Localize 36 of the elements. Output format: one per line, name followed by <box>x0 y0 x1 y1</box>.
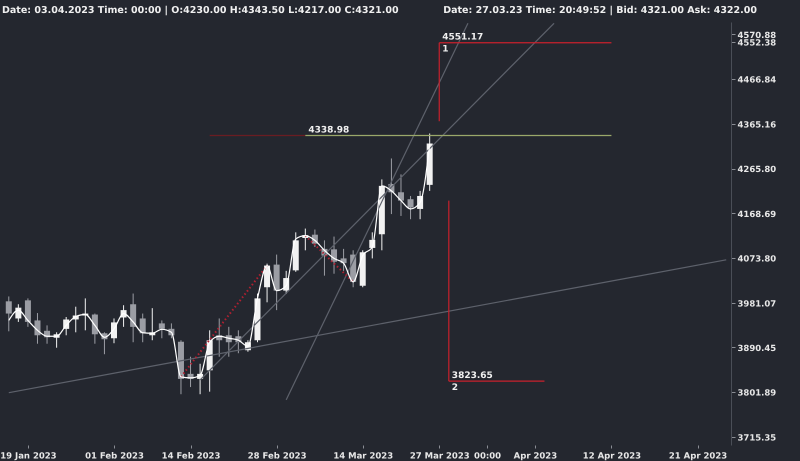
y-tick-label: 3981.07 <box>738 299 776 310</box>
candlestick <box>92 313 98 344</box>
x-tick-label: 00:00 <box>474 452 502 461</box>
x-tick-label: 14 Mar 2023 <box>333 452 394 461</box>
candlestick <box>24 298 31 328</box>
x-tick-label: 21 Apr 2023 <box>668 452 728 461</box>
candlestick <box>130 293 136 343</box>
x-tick-label: 27 Mar 2023 <box>410 452 470 461</box>
candlestick <box>34 312 40 344</box>
candlestick <box>158 320 165 339</box>
x-tick-label: 19 Jan 2023 <box>0 452 57 461</box>
x-tick-label: 28 Feb 2023 <box>248 452 307 461</box>
y-tick-label: 4365.16 <box>738 120 776 130</box>
annotation: 4338.98 <box>308 125 350 136</box>
y-tick-label: 4552.38 <box>738 38 776 49</box>
annotation: 2 <box>452 383 458 394</box>
line-series <box>8 143 430 379</box>
text: Date: 27.03.23 Time: 20:49:52 | Bid: 4321.00 Ask: 4322.00 <box>443 5 758 16</box>
x-tick-label: 01 Feb 2023 <box>85 452 144 461</box>
y-tick-label: 4466.84 <box>738 76 776 86</box>
y-tick-label: 3890.45 <box>738 344 776 354</box>
y-tick-label: 4168.69 <box>738 210 776 220</box>
candlestick <box>408 195 414 220</box>
x-tick-label: 14 Feb 2023 <box>162 452 220 461</box>
candlestick <box>6 296 12 332</box>
annotation: 4551.17 <box>442 32 484 43</box>
annotation: 3823.65 <box>452 371 493 382</box>
y-tick-label: 4265.80 <box>738 165 776 176</box>
text: Date: 03.04.2023 Time: 00:00 | O:4230.00 H:4343.50 L:4217.00 C:4321.00 <box>2 5 399 16</box>
y-tick-label: 3801.89 <box>738 388 776 399</box>
y-tick-label: 3715.35 <box>738 433 776 444</box>
y-tick-label: 4073.80 <box>738 254 776 265</box>
x-tick-label: 12 Apr 2023 <box>582 452 642 461</box>
candlestick <box>140 313 146 343</box>
annotation: 1 <box>442 44 449 55</box>
x-tick-label: Apr 2023 <box>514 452 558 461</box>
